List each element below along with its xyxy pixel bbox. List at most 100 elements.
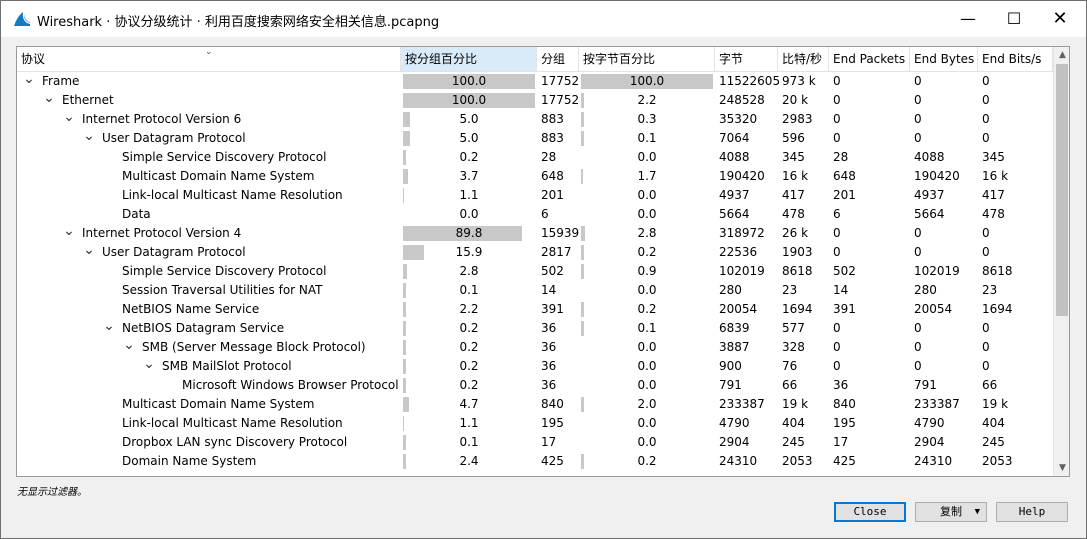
tree-row[interactable]: Domain Name System 2.4 425 0.2 24310 2053 425 2… [17, 452, 1053, 471]
end-bits-s-cell: 0 [982, 93, 990, 107]
end-bits-s-cell: 417 [982, 188, 1005, 202]
tree-row[interactable]: ⌄ Internet Protocol Version 6 5.0 883 0.3 353… [17, 110, 1053, 129]
expand-arrow-icon[interactable]: ⌄ [43, 91, 55, 106]
bits-s-cell: 20 k [782, 93, 809, 107]
column-header[interactable]: 分组 [537, 47, 579, 71]
packets-cell: 14 [541, 283, 557, 297]
tree-row[interactable]: ⌄ Ethernet 100.0 17752 2.2 248528 20 k 0 0 0 [17, 91, 1053, 110]
pct-bytes-cell: 0.0 [579, 433, 715, 452]
bits-s-cell: 16 k [782, 169, 809, 183]
percent-bar [581, 226, 585, 241]
protocol-cell: Link-local Multicast Name Resolution [17, 414, 401, 433]
end-packets-cell: 0 [833, 74, 841, 88]
protocol-cell: ⌄ Internet Protocol Version 4 [17, 224, 401, 243]
percent-bar [581, 397, 584, 412]
protocol-cell: Simple Service Discovery Protocol [17, 262, 401, 281]
pct-bytes-cell: 0.1 [579, 129, 715, 148]
pct-bytes-cell: 0.0 [579, 148, 715, 167]
tree-row[interactable]: ⌄ Internet Protocol Version 4 89.8 15939 2.8… [17, 224, 1053, 243]
close-button[interactable]: Close [834, 502, 906, 522]
end-bytes-cell: 2904 [914, 435, 945, 449]
percent-bar [403, 74, 535, 89]
column-header[interactable]: 按字节百分比 [579, 47, 715, 71]
percent-value: 0.2 [459, 378, 479, 392]
bytes-cell: 7064 [719, 131, 750, 145]
tree-row[interactable]: Multicast Domain Name System 4.7 840 2.0 233… [17, 395, 1053, 414]
tree-row[interactable]: Microsoft Windows Browser Protocol 0.2 36 0… [17, 376, 1053, 395]
end-bytes-cell: 102019 [914, 264, 960, 278]
tree-row[interactable]: Link-local Multicast Name Resolution 1.1 1… [17, 414, 1053, 433]
end-bits-s-cell: 478 [982, 207, 1005, 221]
expand-arrow-icon[interactable]: ⌄ [103, 319, 115, 334]
tree-row[interactable]: Session Traversal Utilities for NAT 0.1 14… [17, 281, 1053, 300]
tree-row[interactable]: ⌄ SMB MailSlot Protocol 0.2 36 0.0 900 76 0 0 0 [17, 357, 1053, 376]
packets-cell: 6 [541, 207, 549, 221]
expand-arrow-icon[interactable]: ⌄ [83, 243, 95, 258]
tree-row[interactable]: Data 0.0 6 0.0 5664 478 6 5664 478 [17, 205, 1053, 224]
dropdown-arrow-icon: ▼ [974, 507, 980, 517]
column-header[interactable]: 按分组百分比 [401, 47, 537, 71]
packets-cell: 425 [541, 454, 564, 468]
percent-value: 100.0 [629, 74, 665, 88]
scroll-up-arrow-icon[interactable]: ▲ [1059, 50, 1066, 60]
column-header[interactable]: End Packets [829, 47, 910, 71]
protocol-tree[interactable]: 协议 ⌄ 按分组百分比 分组 按字节百分比 字节 比特/秒 End Packets End By… [16, 46, 1070, 477]
help-button[interactable]: Help [996, 502, 1068, 522]
vertical-scrollbar[interactable]: ▲ ▼ [1053, 47, 1069, 476]
pct-bytes-cell: 0.2 [579, 300, 715, 319]
close-window-button[interactable]: ✕ [1052, 8, 1068, 29]
pct-bytes-cell: 0.0 [579, 357, 715, 376]
percent-value: 3.7 [459, 169, 479, 183]
protocol-cell: NetBIOS Name Service [17, 300, 401, 319]
maximize-button[interactable]: ☐ [1006, 9, 1022, 28]
minimize-button[interactable]: — [960, 9, 976, 28]
expand-arrow-icon[interactable]: ⌄ [63, 224, 75, 239]
tree-row[interactable]: Multicast Domain Name System 3.7 648 1.7 190… [17, 167, 1053, 186]
column-header[interactable]: 比特/秒 [778, 47, 829, 71]
tree-row[interactable]: ⌄ SMB (Server Message Block Protocol) 0.2 3… [17, 338, 1053, 357]
bytes-cell: 3887 [719, 340, 750, 354]
bytes-cell: 791 [719, 378, 742, 392]
percent-value: 0.2 [459, 150, 479, 164]
packets-cell: 28 [541, 150, 557, 164]
end-bytes-cell: 0 [914, 131, 922, 145]
percent-value: 0.0 [459, 207, 479, 221]
protocol-cell: Microsoft Windows Browser Protocol [17, 376, 401, 395]
expand-arrow-icon[interactable]: ⌄ [83, 129, 95, 144]
end-bytes-cell: 280 [914, 283, 937, 297]
tree-row[interactable]: ⌄ NetBIOS Datagram Service 0.2 36 0.1 6839 577… [17, 319, 1053, 338]
column-header[interactable]: End Bits/s [978, 47, 1053, 71]
bytes-cell: 5664 [719, 207, 750, 221]
packets-cell: 391 [541, 302, 564, 316]
protocol-cell: ⌄ Internet Protocol Version 6 [17, 110, 401, 129]
pct-packets-cell: 2.2 [401, 300, 537, 319]
copy-button[interactable]: 复制 ▼ [915, 502, 987, 522]
percent-bar [581, 321, 584, 336]
percent-value: 2.2 [459, 302, 479, 316]
column-header[interactable]: 字节 [715, 47, 778, 71]
column-header[interactable]: End Bytes [910, 47, 978, 71]
percent-value: 100.0 [451, 74, 487, 88]
tree-row[interactable]: Link-local Multicast Name Resolution 1.1 2… [17, 186, 1053, 205]
scroll-down-arrow-icon[interactable]: ▼ [1059, 463, 1066, 473]
tree-row[interactable]: ⌄ User Datagram Protocol 15.9 2817 0.2 22536 1… [17, 243, 1053, 262]
bits-s-cell: 1903 [782, 245, 813, 259]
percent-bar [581, 74, 713, 89]
end-packets-cell: 0 [833, 131, 841, 145]
tree-row[interactable]: Simple Service Discovery Protocol 0.2 28 0.… [17, 148, 1053, 167]
expand-arrow-icon[interactable]: ⌄ [123, 338, 135, 353]
tree-row[interactable]: ⌄ User Datagram Protocol 5.0 883 0.1 7064 596 0… [17, 129, 1053, 148]
bytes-cell: 900 [719, 359, 742, 373]
expand-arrow-icon[interactable]: ⌄ [143, 357, 155, 372]
tree-row[interactable]: Simple Service Discovery Protocol 2.8 502 0… [17, 262, 1053, 281]
protocol-name: Multicast Domain Name System [122, 397, 315, 411]
tree-row[interactable]: NetBIOS Name Service 2.2 391 0.2 20054 1694 39… [17, 300, 1053, 319]
scrollbar-thumb[interactable] [1056, 64, 1068, 316]
tree-row[interactable]: Dropbox LAN sync Discovery Protocol 0.1 17… [17, 433, 1053, 452]
expand-arrow-icon[interactable]: ⌄ [63, 110, 75, 125]
title-bar: Wireshark · 协议分级统计 · 利用百度搜索网络安全相关信息.pcap… [1, 1, 1086, 37]
column-header[interactable]: 协议 ⌄ [17, 47, 401, 71]
tree-row[interactable]: ⌄ Frame 100.0 17752 100.0 11522605 973 k 0 0 0 [17, 72, 1053, 91]
bits-s-cell: 577 [782, 321, 805, 335]
expand-arrow-icon[interactable]: ⌄ [23, 72, 35, 87]
